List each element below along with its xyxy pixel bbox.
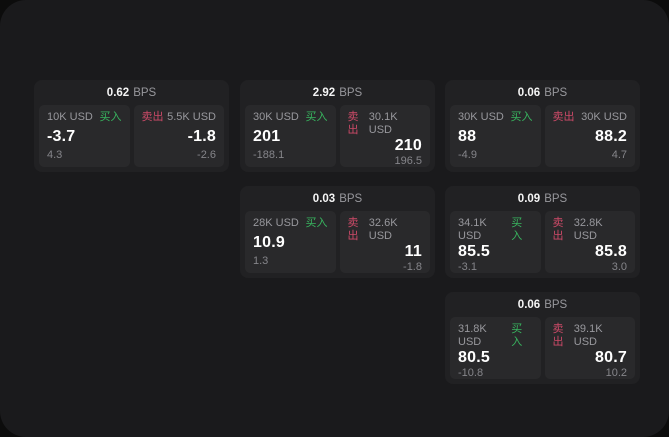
buy-side-label: 买入 (511, 217, 523, 242)
sell-side-label: 卖出 (141, 111, 164, 123)
sell-side-label: 卖出 (552, 111, 575, 123)
bps-value: 0.62 (106, 86, 130, 99)
price-panels: 31.8K USD 买入 80.5 -10.8 卖出 39.1K USD 80.… (445, 317, 640, 384)
sell-side-label: 卖出 (552, 323, 564, 348)
buy-amount: 34.1K USD (458, 217, 487, 242)
price-panels: 34.1K USD 买入 85.5 -3.1 卖出 32.8K USD 85.8… (445, 211, 640, 278)
bps-header: 0.09 BPS (445, 186, 640, 211)
bps-header: 0.06 BPS (445, 80, 640, 105)
buy-price: 88 (458, 127, 477, 145)
sell-amount: 32.8K USD (573, 217, 603, 242)
quote-card-6: 0.06 BPS 31.8K USD 买入 80.5 -10.8 卖出 39.1… (445, 292, 640, 384)
bps-unit-label: BPS (544, 86, 568, 99)
buy-side-label: 买入 (511, 323, 523, 348)
buy-tile[interactable]: 28K USD 买入 10.9 1.3 (245, 211, 336, 273)
sell-tile[interactable]: 卖出 32.6K USD 11 -1.8 (339, 211, 430, 273)
buy-side-label: 买入 (305, 217, 328, 229)
bps-unit-label: BPS (544, 192, 568, 205)
bps-value: 2.92 (312, 86, 336, 99)
price-panels: 30K USD 买入 88 -4.9 卖出 30K USD 88.2 4.7 (445, 105, 640, 172)
buy-delta: -3.1 (458, 261, 477, 273)
buy-delta: -4.9 (458, 149, 477, 161)
buy-tile[interactable]: 30K USD 买入 88 -4.9 (450, 105, 541, 167)
price-panels: 28K USD 买入 10.9 1.3 卖出 32.6K USD 11 -1.8 (240, 211, 435, 278)
sell-side-label: 卖出 (347, 217, 359, 242)
buy-tile[interactable]: 34.1K USD 买入 85.5 -3.1 (450, 211, 541, 273)
buy-side-label: 买入 (305, 111, 328, 123)
bps-header: 0.62 BPS (34, 80, 229, 105)
bps-value: 0.09 (517, 192, 541, 205)
buy-price: 10.9 (253, 233, 285, 251)
sell-price: 210 (394, 137, 422, 154)
quote-card-4: 0.03 BPS 28K USD 买入 10.9 1.3 卖出 32.6K US… (240, 186, 435, 278)
buy-delta: -10.8 (458, 367, 484, 379)
buy-delta: -188.1 (253, 149, 285, 161)
quote-card-1: 0.62 BPS 10K USD 买入 -3.7 4.3 卖出 5.5K USD… (34, 80, 229, 172)
sell-tile[interactable]: 卖出 32.8K USD 85.8 3.0 (544, 211, 635, 273)
sell-delta: 10.2 (605, 367, 627, 379)
bps-unit-label: BPS (339, 192, 363, 205)
bps-value: 0.03 (312, 192, 336, 205)
buy-tile[interactable]: 31.8K USD 买入 80.5 -10.8 (450, 317, 541, 379)
buy-amount: 30K USD (458, 111, 504, 123)
buy-price: -3.7 (47, 127, 76, 145)
sell-amount: 30K USD (581, 111, 627, 123)
bps-value: 0.06 (517, 298, 541, 311)
sell-price: 80.7 (595, 349, 627, 366)
bps-unit-label: BPS (133, 86, 157, 99)
quote-card-2: 2.92 BPS 30K USD 买入 201 -188.1 卖出 30.1K … (240, 80, 435, 172)
sell-amount: 39.1K USD (573, 323, 603, 348)
sell-amount: 30.1K USD (368, 111, 398, 136)
sell-delta: -2.6 (197, 149, 216, 161)
sell-price: 88.2 (595, 127, 627, 145)
buy-side-label: 买入 (99, 111, 122, 123)
buy-price: 201 (253, 127, 281, 145)
bps-header: 0.06 BPS (445, 292, 640, 317)
bps-header: 0.03 BPS (240, 186, 435, 211)
sell-tile[interactable]: 卖出 5.5K USD -1.8 -2.6 (133, 105, 224, 167)
buy-delta: 1.3 (253, 255, 269, 267)
bps-unit-label: BPS (544, 298, 568, 311)
sell-side-label: 卖出 (552, 217, 564, 242)
sell-amount: 32.6K USD (368, 217, 398, 242)
sell-delta: 3.0 (611, 261, 627, 273)
buy-amount: 10K USD (47, 111, 93, 123)
price-panels: 10K USD 买入 -3.7 4.3 卖出 5.5K USD -1.8 -2.… (34, 105, 229, 172)
bps-value: 0.06 (517, 86, 541, 99)
buy-amount: 31.8K USD (458, 323, 487, 348)
buy-amount: 30K USD (253, 111, 299, 123)
buy-amount: 28K USD (253, 217, 299, 229)
sell-tile[interactable]: 卖出 30K USD 88.2 4.7 (544, 105, 635, 167)
sell-tile[interactable]: 卖出 39.1K USD 80.7 10.2 (544, 317, 635, 379)
sell-price: -1.8 (187, 127, 216, 145)
buy-tile[interactable]: 10K USD 买入 -3.7 4.3 (39, 105, 130, 167)
quote-card-5: 0.09 BPS 34.1K USD 买入 85.5 -3.1 卖出 32.8K… (445, 186, 640, 278)
bps-unit-label: BPS (339, 86, 363, 99)
sell-delta: 196.5 (394, 155, 422, 167)
sell-side-label: 卖出 (347, 111, 359, 136)
sell-delta: 4.7 (611, 149, 627, 161)
sell-amount: 5.5K USD (167, 111, 216, 123)
price-panels: 30K USD 买入 201 -188.1 卖出 30.1K USD 210 1… (240, 105, 435, 172)
buy-side-label: 买入 (510, 111, 533, 123)
bps-header: 2.92 BPS (240, 80, 435, 105)
buy-price: 80.5 (458, 349, 490, 366)
sell-price: 11 (404, 243, 422, 260)
buy-tile[interactable]: 30K USD 买入 201 -188.1 (245, 105, 336, 167)
sell-delta: -1.8 (403, 261, 422, 273)
buy-price: 85.5 (458, 243, 490, 260)
sell-price: 85.8 (595, 243, 627, 260)
sell-tile[interactable]: 卖出 30.1K USD 210 196.5 (339, 105, 430, 167)
quote-card-3: 0.06 BPS 30K USD 买入 88 -4.9 卖出 30K USD 8… (445, 80, 640, 172)
buy-delta: 4.3 (47, 149, 63, 161)
